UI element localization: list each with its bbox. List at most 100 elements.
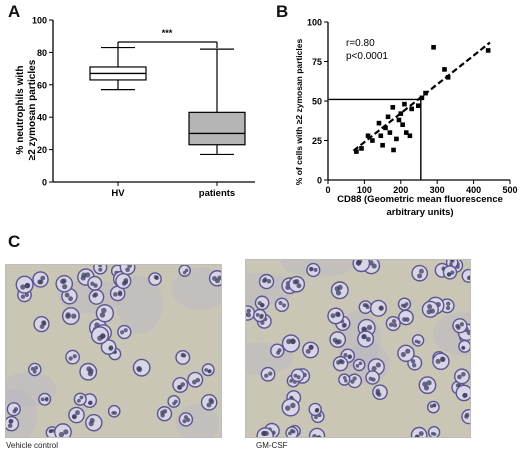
cell <box>258 273 275 290</box>
cell <box>61 307 80 326</box>
cell <box>411 264 429 282</box>
cell <box>338 373 351 386</box>
cell <box>256 427 274 437</box>
cell <box>15 275 34 294</box>
cell <box>100 339 117 355</box>
cell <box>455 384 470 402</box>
data-point <box>359 146 364 151</box>
y-tick-label: 20 <box>37 145 47 155</box>
cell <box>253 308 267 323</box>
caption-gm-csf: GM-CSF <box>256 441 288 450</box>
cell <box>148 272 162 286</box>
x-tick-label: 100 <box>357 185 372 195</box>
cell <box>369 299 387 317</box>
cell <box>329 331 347 348</box>
cell <box>178 412 194 427</box>
box-plot-chart: % neutrophils with ≥2 zymosan particles … <box>15 16 255 199</box>
cell <box>93 265 108 275</box>
significance-bracket: *** <box>117 28 218 48</box>
data-point <box>394 136 399 142</box>
y-tick-label: 60 <box>37 80 47 90</box>
data-point <box>378 133 384 139</box>
data-point <box>409 106 415 112</box>
cell <box>132 358 151 377</box>
cell <box>308 402 322 417</box>
y-axis-label: % of cells with ≥2 zymosan particles <box>294 39 304 186</box>
cell <box>270 343 285 358</box>
data-point <box>423 90 428 96</box>
cell <box>427 426 441 437</box>
cell <box>410 426 428 437</box>
y-tick-label: 100 <box>307 18 322 28</box>
micrograph-vehicle-control <box>5 264 222 438</box>
cell <box>461 268 470 283</box>
cell <box>411 334 425 347</box>
cell <box>426 400 440 414</box>
cell <box>308 427 326 437</box>
cell <box>327 307 345 325</box>
cell <box>288 275 306 293</box>
x-axis-label-line1: CD88 (Geometric mean fluorescence <box>337 194 503 205</box>
cell <box>175 349 191 365</box>
y-tick-label: 80 <box>37 48 47 58</box>
scatter-chart: % of cells with ≥2 zymosan particles CD8… <box>294 18 518 219</box>
cell <box>421 300 439 318</box>
data-point <box>445 75 451 80</box>
cell <box>117 324 132 340</box>
data-point <box>402 101 407 107</box>
cell <box>452 318 468 334</box>
data-point <box>431 44 436 50</box>
y-tick-label: 0 <box>317 176 322 186</box>
cell <box>458 339 470 353</box>
cell <box>55 274 74 293</box>
data-point <box>380 142 385 148</box>
y-axis-label-line2: ≥2 zymosan particles <box>27 59 38 160</box>
cell <box>90 326 110 345</box>
y-tick-label: 40 <box>37 113 47 123</box>
cell <box>432 352 450 371</box>
stain-patch <box>171 267 221 310</box>
data-point <box>383 125 388 131</box>
cell <box>385 315 401 332</box>
cell <box>246 305 256 321</box>
data-point <box>419 95 425 101</box>
cell <box>398 309 414 326</box>
data-point <box>400 122 405 127</box>
panel-b-letter: B <box>276 2 289 21</box>
y-tick-label: 25 <box>312 136 322 146</box>
cell <box>73 392 87 406</box>
cell <box>418 376 437 395</box>
regression-line <box>352 41 491 152</box>
data-point <box>403 130 409 135</box>
cell <box>358 300 373 314</box>
cell <box>79 362 98 381</box>
x-tick-label: 200 <box>393 185 408 195</box>
cell <box>352 260 371 273</box>
correlation-p-label: p<0.0001 <box>346 51 388 62</box>
cell <box>352 358 366 372</box>
cell <box>28 362 42 377</box>
cell <box>88 289 105 305</box>
cell <box>281 334 301 353</box>
cell <box>453 368 470 385</box>
cell <box>442 265 458 280</box>
data-point <box>390 105 396 110</box>
data-point <box>385 114 391 120</box>
x-axis-label-line2: arbitrary units) <box>386 207 453 218</box>
cell <box>109 285 126 302</box>
cell <box>332 355 349 372</box>
cell <box>38 392 52 406</box>
cell <box>306 262 321 278</box>
cell <box>95 304 115 323</box>
data-point <box>485 48 491 53</box>
cell <box>254 295 270 311</box>
box-patients <box>188 111 246 146</box>
cell <box>33 315 50 333</box>
data-point <box>442 67 447 72</box>
correlation-r-label: r=0.80 <box>346 38 375 49</box>
cell <box>54 423 72 437</box>
x-tick-label: HV <box>111 188 125 199</box>
cell <box>281 398 300 417</box>
cell <box>357 330 375 348</box>
data-point <box>354 149 359 154</box>
